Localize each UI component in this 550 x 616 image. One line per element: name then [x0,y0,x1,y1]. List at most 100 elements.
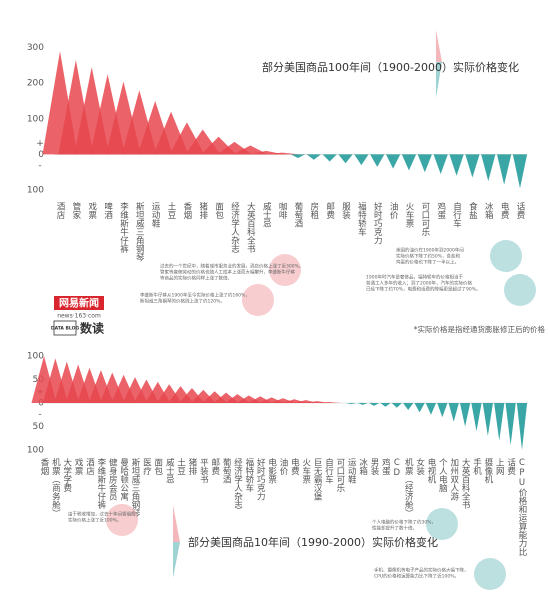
category-label: 女装 [415,457,425,476]
category-label: 福特轿车 [244,457,254,493]
category-label: 电视机 [426,457,436,484]
category-label: 火车票 [404,202,414,228]
annotation-text: 个人电脑的价格下降了约30%， [372,519,436,526]
annotation-text: 管家等雇佣劳动的价格也随人工成本上涨而大幅攀升，李维斯牛仔裤 [160,269,295,276]
annotation-text: 实际价格下降了约50%，食盐和 [396,253,461,260]
logo-box [54,296,104,310]
category-label: 自行车 [324,457,334,484]
category-label: 邮费 [325,201,335,220]
logo-brand: 网易新闻 [59,297,99,310]
triangle-bar [403,403,414,411]
category-label: 斯坦威三角钢琴 [134,201,144,262]
minus-sign: - [38,410,41,420]
annotation-text: 过去的一个世纪中，随着城市服务业的发展，酒店价格上涨了近300%， [160,263,303,270]
category-label: 冰箱 [483,201,493,220]
category-label: 酒店 [55,202,65,220]
y-tick-label: 50 [33,422,45,432]
category-label: 面包 [214,202,224,219]
category-label: 上网 [494,458,504,476]
category-label: 电费 [289,457,299,476]
category-label: 经济学人杂志 [232,457,242,509]
y-tick-label: 100 [27,352,44,362]
category-label: 冰箱 [358,457,368,476]
category-label: 电费 [499,201,509,220]
triangle-bar [494,403,505,441]
triangle-bar [459,403,471,427]
category-label: 房租 [309,201,319,220]
triangle-bar [264,152,300,155]
decor-diamond [436,62,442,98]
category-label: 健身房会员 [107,457,117,501]
triangle-bar [290,154,306,158]
triangle-bar [425,403,437,415]
triangle-bar [497,154,512,185]
y-tick-label: 100 [27,186,44,196]
category-label: 服装 [341,202,351,220]
category-label: 机票（经济舱） [403,457,413,517]
category-label: 加州双人游 [449,457,459,501]
annotation-circle [426,508,458,540]
triangle-bar [380,403,391,407]
category-label: CPU价格和运算能力比 [517,458,527,557]
triangle-bar [391,403,402,408]
logo-name: 数读 [80,321,104,336]
category-label: 运动鞋 [346,458,356,484]
y-tick-label: 100 [27,446,44,456]
triangle-bar [465,154,480,178]
category-label: 鸡蛋 [436,201,446,220]
triangle-bar [482,403,493,436]
category-label: 运动鞋 [150,202,160,228]
category-label: 手机 [471,457,481,476]
triangle-bar [306,154,321,160]
triangle-bar [417,154,432,173]
annotation-text: 性能却提升了数十倍。 [372,525,417,532]
category-label: 鸡蛋 [380,457,390,476]
triangle-bar [481,154,496,182]
category-label: 威士忌 [164,457,174,483]
triangle-bar [401,154,417,171]
footnote: *实际价格是指经通货膨胀修正后的价格 [414,324,546,334]
category-label: 大英百科全书 [245,201,255,254]
category-label: 李维斯牛仔裤 [118,201,128,254]
category-label: 食盐 [467,201,477,219]
category-label: 斯坦威三角钢琴 [130,457,140,518]
category-label: CD [392,458,402,478]
decor-diamond [173,542,180,578]
chart-title: 部分美国商品100年间（1900-2000）实际价格变化 [262,60,519,74]
category-label: 经济学人杂志 [229,201,239,253]
annotation-text: 普通工人多年的收入；到了2000年，汽车的实际价格 [366,280,472,287]
category-label: 啤酒 [103,201,113,220]
category-label: 酒店 [85,458,95,476]
annotation-text: 手机、摄像机等电子产品的实际价格大幅下降， [374,567,469,574]
chart-title: 部分美国商品10年间（1990-2000）实际价格变化 [188,535,438,549]
category-label: 猪排 [187,457,197,476]
triangle-bar [433,154,448,174]
annotation-circle [474,558,506,590]
category-label: 李维斯牛仔裤 [96,457,106,510]
annotation-text: 斯坦威三角钢琴的价格则上涨了约120%。 [140,298,225,305]
category-label: 葡萄酒 [293,201,303,228]
plus-sign: + [36,139,44,149]
category-label: 机票（商务舱） [50,457,60,517]
annotation-circle [106,504,138,536]
y-tick-label: 0 [38,150,44,160]
category-label: 个人电脑 [437,458,447,493]
category-label: 摄像机 [483,457,493,484]
annotation-circle [504,274,536,306]
category-label: 火车票 [301,458,311,484]
triangle-bar [516,403,528,450]
category-label: 邮费 [210,457,220,476]
category-label: 话费 [515,201,525,220]
annotation-text: 1900年时汽车是奢侈品，福特轿车的价格相当于 [366,274,463,281]
triangle-bar [316,402,342,403]
triangle-bar [322,154,337,162]
triangle-bar [449,154,464,176]
y-tick-label: 100 [27,114,44,124]
decor-diamond [436,30,442,62]
triangle-bar [437,403,448,418]
category-label: 土豆 [166,201,176,219]
category-label: 话费 [506,457,516,476]
category-label: 戏票 [87,201,97,219]
minus-sign: - [38,161,41,171]
category-label: 油价 [388,201,398,219]
